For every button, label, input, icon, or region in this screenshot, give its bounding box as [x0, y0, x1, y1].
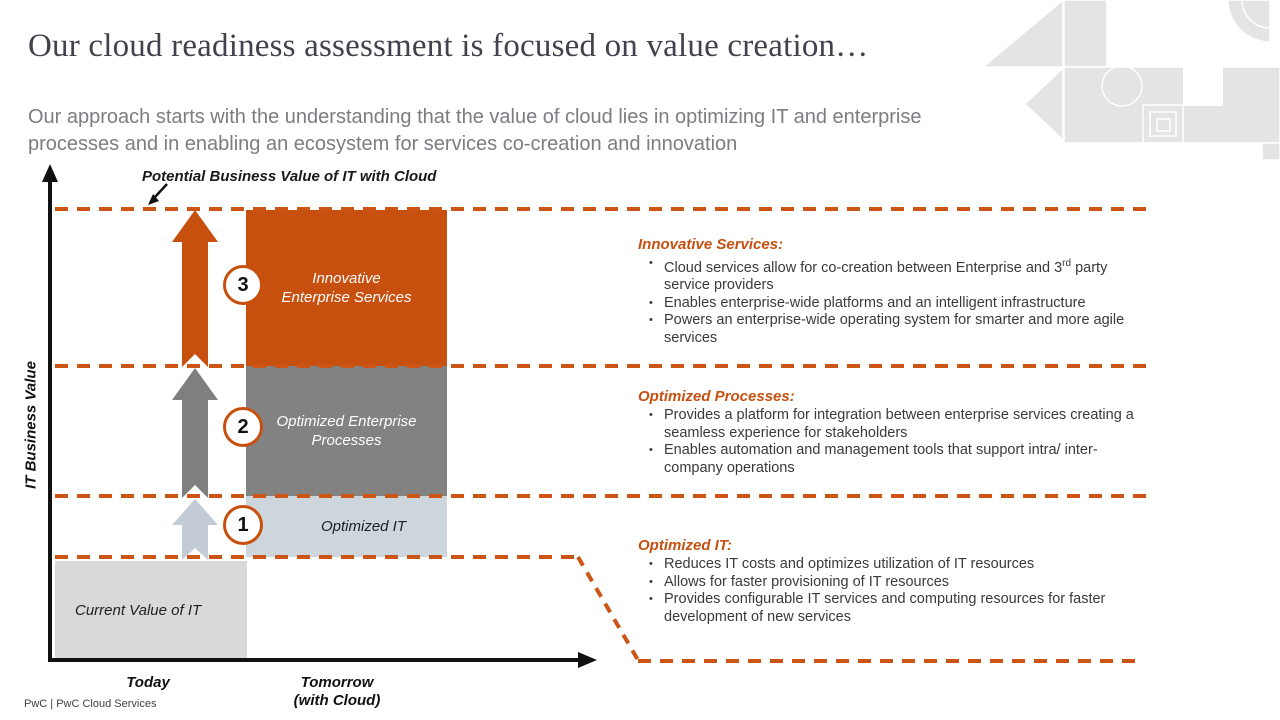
slide-title: Our cloud readiness assessment is focuse…	[28, 28, 869, 64]
annotation-heading: Optimized IT:	[638, 537, 732, 554]
tomorrow-line2: (with Cloud)	[293, 692, 381, 709]
box-innovative-enterprise-services: Innovative Enterprise Services	[246, 210, 447, 366]
annotation-optimized-processes: Optimized Processes: Provides a platform…	[638, 388, 1146, 477]
tomorrow-line1: Tomorrow	[300, 674, 374, 691]
x-axis-arrowhead	[578, 652, 597, 668]
bullet-item: Provides configurable IT services and co…	[638, 591, 1146, 626]
potential-callout-arrow	[154, 183, 168, 198]
decoration-circle	[1101, 65, 1143, 107]
decoration-edge-strip	[1261, 142, 1280, 160]
decoration-white-square	[1183, 64, 1223, 106]
decoration-rect	[1063, 0, 1108, 68]
slide-subtitle: Our approach starts with the understandi…	[28, 106, 922, 155]
x-axis-label-tomorrow: Tomorrow (with Cloud)	[272, 674, 402, 710]
bullet-item: Powers an enterprise-wide operating syst…	[638, 312, 1146, 347]
y-axis-label: IT Business Value	[22, 361, 40, 489]
annotation-optimized-it: Optimized IT: Reduces IT costs and optim…	[638, 537, 1146, 626]
step-number: 2	[237, 415, 249, 438]
box-label-line2: Processes	[311, 432, 382, 449]
potential-callout-arrowhead	[148, 194, 159, 205]
step-number: 3	[237, 273, 249, 296]
step-circle-2: 2	[223, 407, 263, 447]
annotation-bullet-list: Reduces IT costs and optimizes utilizati…	[638, 556, 1146, 626]
box-label-line1: Optimized IT	[320, 518, 407, 535]
decoration-quarter-disc	[1227, 0, 1271, 43]
box-label-line2: Enterprise Services	[281, 289, 412, 306]
decoration-left-arrow	[1023, 66, 1064, 142]
step-circle-3: 3	[223, 265, 263, 305]
bullet-item: Provides a platform for integration betw…	[638, 407, 1146, 442]
bullet-item: Reduces IT costs and optimizes utilizati…	[638, 556, 1146, 574]
decoration-triangle	[980, 0, 1064, 68]
box-label-line1: Current Value of IT	[75, 602, 202, 619]
footer-brand: PwC | PwC Cloud Services	[24, 698, 157, 710]
step-circle-1: 1	[223, 505, 263, 545]
annotation-bullet-list: Cloud services allow for co-creation bet…	[638, 255, 1146, 347]
value-arrow-step2	[172, 368, 218, 498]
annotation-heading: Optimized Processes:	[638, 388, 795, 405]
box-current-value-of-it: Current Value of IT	[55, 561, 247, 660]
box-optimized-enterprise-processes: Optimized Enterprise Processes	[246, 366, 447, 496]
bullet-item: Cloud services allow for co-creation bet…	[638, 255, 1146, 295]
bullet-item: Enables automation and management tools …	[638, 442, 1146, 477]
step-number: 1	[237, 513, 249, 536]
bullet-item: Allows for faster provisioning of IT res…	[638, 574, 1146, 592]
dashed-line-diagonal	[576, 555, 640, 662]
annotation-heading: Innovative Services:	[638, 236, 784, 253]
box-optimized-it: Optimized IT	[246, 496, 447, 557]
bullet-item: Enables enterprise-wide platforms and an…	[638, 295, 1146, 313]
potential-value-label: Potential Business Value of IT with Clou…	[142, 168, 437, 185]
geometric-decoration	[980, 0, 1280, 160]
box-label-line1: Innovative	[312, 270, 381, 287]
superscript: rd	[1062, 258, 1072, 269]
value-arrow-step1	[172, 499, 218, 560]
annotation-bullet-list: Provides a platform for integration betw…	[638, 407, 1146, 477]
annotation-innovative-services: Innovative Services: Cloud services allo…	[638, 236, 1146, 347]
box-label-line1: Optimized Enterprise	[276, 413, 417, 430]
value-arrow-step3	[172, 210, 218, 367]
x-axis-label-today: Today	[126, 674, 170, 691]
y-axis-arrowhead	[42, 164, 58, 182]
